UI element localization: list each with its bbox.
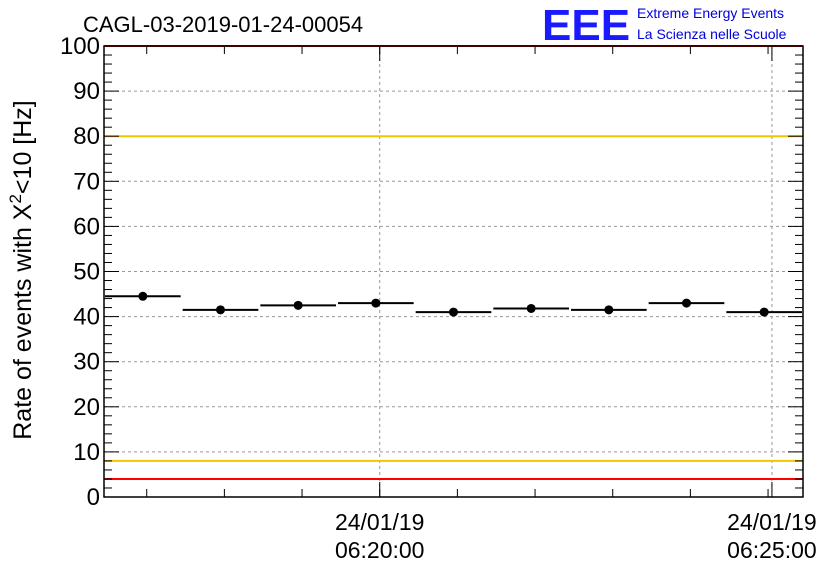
x-tick-label-date: 24/01/19 <box>335 509 425 535</box>
y-tick-label: 70 <box>73 168 100 195</box>
x-tick-label-time: 06:20:00 <box>335 537 425 563</box>
y-tick-label: 40 <box>73 304 100 331</box>
y-tick-label: 20 <box>73 394 100 421</box>
y-axis-ticks: 0 10 20 30 40 50 60 70 80 90 100 <box>60 33 803 511</box>
data-point <box>371 298 381 308</box>
y-tick-label: 90 <box>73 78 100 105</box>
y-tick-label: 0 <box>87 484 100 511</box>
logo-line-1: Extreme Energy Events <box>637 5 784 21</box>
x-tick-label-time: 06:25:00 <box>727 537 817 563</box>
chart-title: CAGL-03-2019-01-24-00054 <box>83 12 363 37</box>
data-point <box>759 307 769 317</box>
data-point <box>449 307 458 317</box>
eee-logo: EEE Extreme Energy Events La Scienza nel… <box>542 1 787 50</box>
reference-lines <box>104 45 803 480</box>
y-tick-label: 80 <box>73 123 100 150</box>
data-point <box>293 300 303 310</box>
y-tick-label: 10 <box>73 439 100 466</box>
y-tick-label: 30 <box>73 349 100 376</box>
grid-lines <box>104 46 803 497</box>
data-point <box>526 303 536 313</box>
data-series <box>105 291 802 317</box>
x-tick-label-date: 24/01/19 <box>727 509 817 535</box>
data-point <box>138 291 148 301</box>
y-tick-label: 50 <box>73 259 100 286</box>
data-point <box>604 305 614 315</box>
y-axis-label: Rate of events with X2<10 [Hz] <box>6 100 37 440</box>
y-tick-label: 100 <box>60 33 100 60</box>
data-point <box>216 305 225 315</box>
y-tick-label: 60 <box>73 213 100 240</box>
logo-mark: EEE <box>542 1 630 50</box>
data-point <box>682 298 691 308</box>
logo-line-2: La Scienza nelle Scuole <box>637 26 787 42</box>
